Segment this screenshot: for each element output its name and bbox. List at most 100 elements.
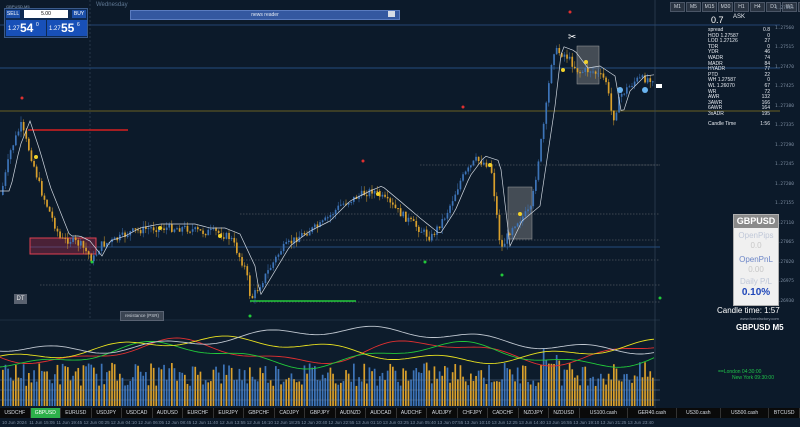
volume-bar (514, 381, 516, 406)
tab-audjpy[interactable]: AUDJPY (427, 408, 458, 418)
tab-ger40-cash[interactable]: GER40.cash (628, 408, 677, 418)
volume-bar (72, 375, 74, 406)
candle-body (262, 283, 264, 288)
candle-body (589, 71, 592, 73)
buy-button[interactable]: BUY (72, 10, 86, 18)
news-reader-bar[interactable]: news reader (130, 10, 400, 20)
tab-us500-cash[interactable]: US500.cash (721, 408, 770, 418)
volume-bar (28, 372, 30, 406)
timeframe-m1[interactable]: M1 (670, 2, 685, 12)
tab-cadchf[interactable]: CADCHF (488, 408, 519, 418)
candle-body (194, 227, 197, 230)
timeframe-h4[interactable]: H4 (750, 2, 765, 12)
timeframe-h1[interactable]: H1 (734, 2, 749, 12)
open-pnl-label: OpenPnL (739, 255, 773, 264)
newyork-session: New York 09:30:00 (732, 375, 774, 381)
tab-audcad[interactable]: AUDCAD (366, 408, 397, 418)
lot-size-field[interactable]: 5.00 (24, 10, 68, 18)
timeframe-d1[interactable]: D1 (766, 2, 781, 12)
chart-object-label[interactable]: resistance (PSR) (120, 311, 164, 321)
volume-bar (368, 367, 371, 406)
candle-body (602, 73, 605, 78)
day-label: Wednesday (96, 2, 128, 8)
time-label: 13 Jun 21:25 (600, 420, 627, 425)
time-label: 13 Jun 19:10 (573, 420, 600, 425)
volume-bar (22, 364, 25, 406)
candle-body (542, 123, 545, 139)
volume-bar (236, 379, 238, 406)
volume-bar (147, 385, 150, 406)
candle-body (399, 208, 402, 217)
buy-signal-marker (500, 273, 504, 277)
tab-gbpchf[interactable]: GBPCHF (244, 408, 275, 418)
tab-usdjpy[interactable]: USDJPY (92, 408, 122, 418)
tab-eurchf[interactable]: EURCHF (183, 408, 214, 418)
candle-body (587, 68, 589, 73)
candle-body (2, 185, 4, 195)
candle-body (152, 227, 155, 231)
candle-body (134, 228, 137, 230)
tab-gbpusd[interactable]: GBPUSD (30, 408, 61, 418)
candle-body (342, 203, 345, 205)
candle-body (145, 226, 147, 229)
sell-button[interactable]: SELL (6, 10, 20, 18)
tab-gbpjpy[interactable]: GBPJPY (305, 408, 336, 418)
candle-body (314, 224, 316, 228)
candle-body (225, 232, 228, 239)
candle-body (168, 224, 171, 228)
price-tick: 1.27335 (775, 123, 794, 128)
timeframe-m5[interactable]: M5 (686, 2, 701, 12)
volume-bar (550, 363, 553, 406)
tab-us100-cash[interactable]: US100.cash (580, 408, 629, 418)
volume-bar (477, 370, 480, 406)
volume-bar (472, 380, 475, 406)
tab-nzdusd[interactable]: NZDUSD (549, 408, 580, 418)
candle-body (212, 228, 215, 230)
tab-eurusd[interactable]: EURUSD (61, 408, 92, 418)
signal-dot (376, 192, 380, 196)
candle-body (381, 194, 384, 197)
tab-audnzd[interactable]: AUDNZD (336, 408, 366, 418)
tab-nzdjpy[interactable]: NZDJPY (519, 408, 549, 418)
timeframe-w1[interactable]: W1 (782, 2, 797, 12)
volume-bar (194, 366, 197, 406)
spread-large: 0.7 (711, 15, 724, 25)
volume-bar (371, 371, 373, 406)
timeframe-mn[interactable]: MN (798, 2, 800, 12)
candlesticks (2, 44, 654, 304)
brand-url: www.forexfactory.com (740, 316, 779, 321)
buy-price-box[interactable]: 1.27 55 6 (47, 20, 87, 36)
candle-body (594, 71, 597, 74)
tab-btcusd[interactable]: BTCUSD (769, 408, 800, 418)
time-label: 12 Jun 04:10 (110, 420, 137, 425)
candle-body (295, 237, 298, 243)
info-key: 6AWR (708, 105, 723, 112)
price-tick: 1.27155 (775, 201, 794, 206)
tab-eurjpy[interactable]: EURJPY (214, 408, 244, 418)
news-reader-close-icon[interactable] (388, 11, 395, 17)
volume-bar (358, 377, 360, 406)
volume-bar (4, 364, 7, 406)
tab-cadjpy[interactable]: CADJPY (275, 408, 305, 418)
tab-us30-cash[interactable]: US30.cash (677, 408, 721, 418)
volume-bar (345, 370, 347, 406)
timeframe-m30[interactable]: M30 (718, 2, 733, 12)
candle-body (275, 256, 277, 263)
candle-body (210, 229, 212, 231)
volume-bar (470, 373, 472, 406)
tab-usdcad[interactable]: USDCAD (122, 408, 153, 418)
volume-bar (290, 373, 293, 406)
tab-audchf[interactable]: AUDCHF (397, 408, 427, 418)
volume-bar (280, 384, 282, 406)
tab-chfjpy[interactable]: CHFJPY (458, 408, 488, 418)
sell-price-box[interactable]: 1.27 54 0 (6, 20, 46, 36)
candle-body (106, 242, 108, 247)
tab-usdchf[interactable]: USDCHF (0, 408, 31, 418)
timeframe-m15[interactable]: M15 (702, 2, 717, 12)
tab-audusd[interactable]: AUDUSD (153, 408, 183, 418)
dt-badge[interactable]: DT (14, 294, 27, 304)
candle-body (550, 64, 553, 84)
price-tick: 1.27515 (775, 45, 794, 50)
volume-bar (501, 379, 503, 406)
